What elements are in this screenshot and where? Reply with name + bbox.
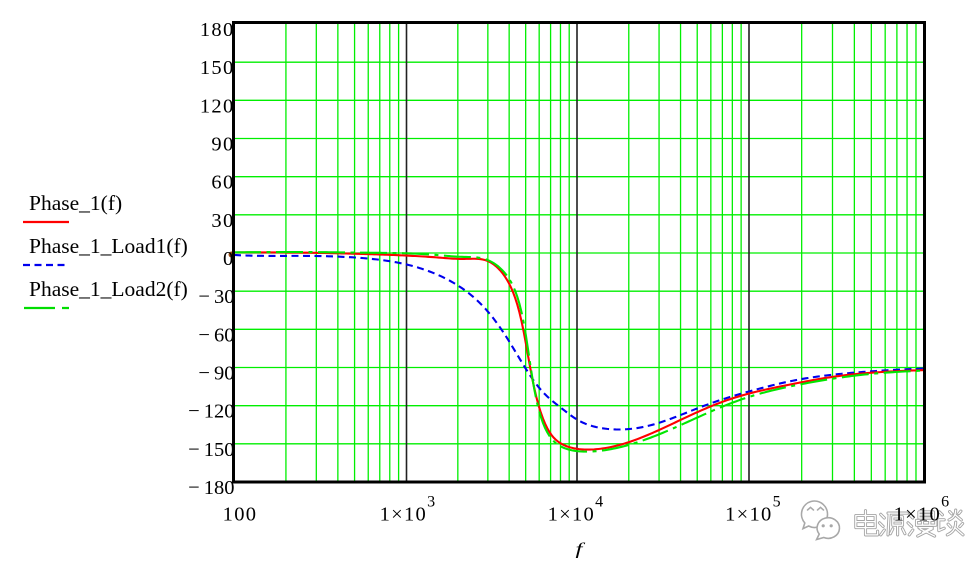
svg-text:120: 120 <box>200 95 235 117</box>
svg-text:180: 180 <box>200 19 235 41</box>
svg-text:0: 0 <box>223 248 235 270</box>
svg-text:− 30: − 30 <box>198 286 234 308</box>
svg-text:100: 100 <box>223 504 258 526</box>
svg-text:− 150: − 150 <box>188 439 234 461</box>
svg-text:90: 90 <box>211 134 234 156</box>
svg-text:− 180: − 180 <box>188 477 234 499</box>
svg-text:Phase_1(f): Phase_1(f) <box>29 191 122 215</box>
svg-text:f: f <box>576 540 587 559</box>
svg-text:60: 60 <box>211 172 234 194</box>
svg-text:− 120: − 120 <box>188 401 234 423</box>
svg-text:30: 30 <box>211 210 234 232</box>
svg-text:Phase_1_Load1(f): Phase_1_Load1(f) <box>29 234 188 258</box>
svg-text:Phase_1_Load2(f): Phase_1_Load2(f) <box>29 277 188 301</box>
svg-text:150: 150 <box>200 57 235 79</box>
svg-text:− 90: − 90 <box>198 363 234 385</box>
svg-text:− 60: − 60 <box>198 324 234 346</box>
